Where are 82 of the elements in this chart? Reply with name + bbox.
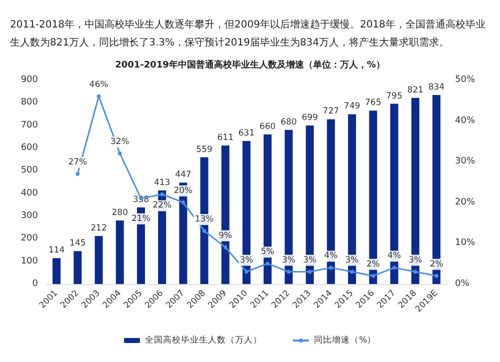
point	[371, 274, 376, 278]
y2-tick-label: 50%	[455, 75, 476, 85]
data-label: 3%	[282, 255, 296, 266]
point	[308, 270, 312, 274]
data-label: 114	[48, 246, 65, 256]
chart-title: 2001-2019年中国普通高校毕业生人数及增速（单位：万人，%）	[115, 58, 385, 70]
y-tick-label: 500	[20, 166, 38, 176]
bar	[264, 134, 272, 284]
data-label: 795	[386, 91, 402, 102]
point	[266, 262, 270, 266]
bar	[411, 98, 420, 284]
bar	[116, 220, 124, 284]
data-label: 680	[280, 117, 297, 128]
data-label: 21%	[132, 214, 150, 224]
data-label: 20%	[174, 186, 193, 196]
point	[286, 270, 291, 274]
point	[223, 245, 228, 250]
data-label: 559	[196, 144, 212, 155]
y-tick-label: 100	[20, 256, 38, 266]
data-label: 22%	[152, 200, 172, 211]
data-label: 5%	[260, 247, 274, 258]
y-tick-label: 0	[32, 279, 38, 289]
data-label: 699	[302, 113, 318, 124]
y2-tick-label: 30%	[455, 156, 476, 167]
point	[328, 266, 333, 270]
legend-label: 全国高校毕业生人数（万人）	[144, 334, 262, 346]
data-label: 413	[154, 178, 170, 188]
point	[413, 270, 418, 274]
data-label: 631	[238, 128, 255, 138]
point	[118, 151, 122, 156]
data-label: 749	[344, 102, 360, 112]
y-tick-label: 700	[20, 120, 38, 130]
legend-label: 同比增速（%）	[314, 334, 376, 346]
y-tick-label: 200	[20, 234, 38, 244]
point	[96, 94, 101, 98]
data-label: 765	[365, 98, 382, 108]
data-label: 32%	[110, 136, 130, 147]
data-label: 3%	[345, 255, 359, 266]
data-label: 2%	[366, 259, 380, 270]
text: 2011-2018年，中国高校毕业生人数逐年攀升，但2009年以后增速趋于缓慢。2018年，全国普通高校毕业生人数为821万人，同比增长了3.3%，保守预计2019届毕业生为834万人，将产生大量求职需求。	[10, 18, 486, 48]
data-label: 2%	[430, 259, 444, 270]
y-tick-label: 400	[20, 188, 38, 198]
y2-tick-label: 40%	[455, 116, 476, 126]
bar	[94, 236, 103, 284]
data-label: 727	[322, 106, 340, 117]
bar	[284, 130, 293, 284]
y2-tick-label: 0%	[455, 279, 470, 289]
bar	[52, 258, 61, 284]
point	[244, 270, 248, 274]
y-tick-label: 600	[20, 143, 38, 153]
data-label: 834	[428, 82, 445, 92]
y2-tick-label: 10%	[455, 238, 476, 248]
point	[392, 266, 396, 270]
bar	[306, 126, 314, 284]
point	[202, 228, 206, 233]
data-label: 660	[259, 122, 276, 132]
data-label: 9%	[218, 230, 232, 241]
y2-tick-label: 20%	[455, 197, 476, 208]
data-label: 27%	[68, 157, 88, 168]
bar	[74, 251, 82, 284]
data-label: 145	[70, 238, 86, 249]
data-label: 611	[217, 133, 234, 144]
point	[181, 200, 186, 204]
y-tick-label: 800	[20, 98, 38, 108]
y-tick-label: 900	[20, 75, 38, 85]
data-label: 280	[112, 208, 128, 218]
y-tick-label: 300	[20, 211, 38, 221]
data-label: 4%	[324, 251, 338, 262]
data-label: 3%	[303, 255, 317, 266]
data-label: 212	[90, 223, 107, 234]
point	[350, 270, 354, 274]
data-label: 46%	[89, 80, 108, 90]
data-label: 3%	[408, 255, 422, 266]
point	[76, 172, 80, 176]
data-label: 447	[175, 170, 192, 180]
point	[160, 192, 164, 196]
point	[434, 274, 438, 278]
data-label: 4%	[387, 251, 401, 262]
data-label: 13%	[194, 214, 214, 224]
data-label: 821	[407, 85, 424, 96]
data-label: 3%	[240, 255, 254, 266]
bar	[369, 110, 378, 284]
